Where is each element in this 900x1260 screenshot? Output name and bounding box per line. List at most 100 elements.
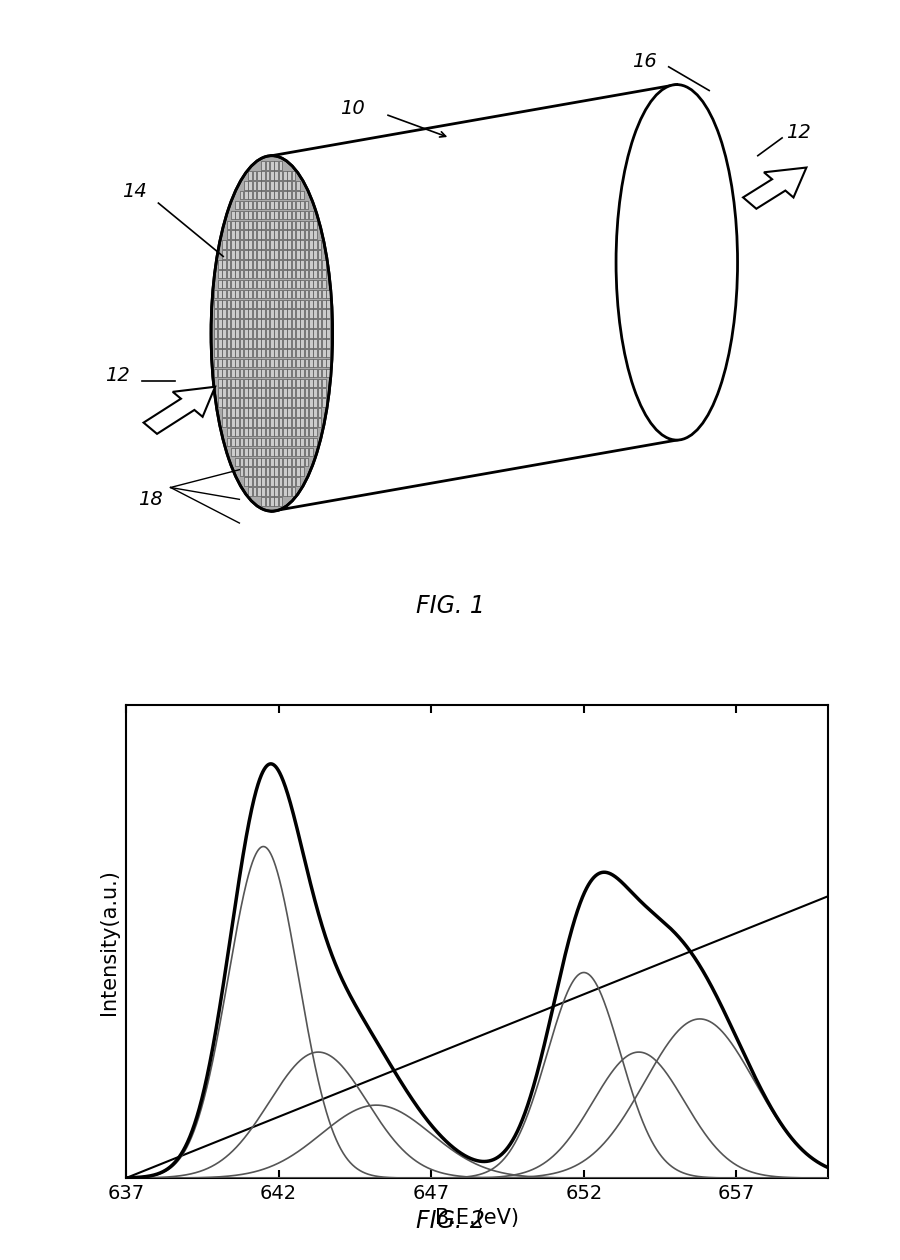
Bar — [270, 192, 274, 200]
Bar — [270, 271, 274, 278]
Bar — [274, 449, 278, 456]
Polygon shape — [743, 168, 806, 209]
Bar — [301, 300, 304, 309]
Bar — [261, 459, 265, 466]
Bar — [301, 192, 304, 200]
Bar — [266, 438, 269, 446]
Bar — [322, 290, 326, 299]
Bar — [309, 359, 312, 368]
Bar — [244, 369, 248, 378]
Bar — [322, 399, 326, 407]
Bar — [227, 349, 230, 358]
Bar — [235, 251, 238, 260]
Bar — [283, 281, 287, 289]
Bar — [270, 330, 274, 338]
Bar — [296, 271, 300, 278]
Bar — [287, 222, 291, 229]
Bar — [261, 261, 265, 268]
Bar — [274, 192, 278, 200]
Bar — [213, 320, 217, 328]
Bar — [318, 310, 321, 319]
Bar — [261, 241, 265, 249]
Bar — [322, 330, 326, 338]
Bar — [244, 340, 248, 348]
Bar — [244, 222, 248, 229]
Bar — [244, 310, 248, 319]
Bar — [218, 369, 221, 378]
Bar — [222, 369, 226, 378]
Bar — [322, 310, 326, 319]
Bar — [256, 488, 261, 496]
Bar — [239, 251, 243, 260]
Bar — [279, 271, 283, 278]
Bar — [287, 171, 291, 180]
Bar — [218, 399, 221, 407]
Bar — [261, 369, 265, 378]
Bar — [256, 241, 261, 249]
Bar — [292, 438, 295, 446]
Bar — [222, 251, 226, 260]
Bar — [266, 192, 269, 200]
Bar — [309, 330, 312, 338]
Bar — [261, 428, 265, 437]
Bar — [248, 310, 252, 319]
Bar — [256, 408, 261, 417]
Bar — [327, 340, 330, 348]
Ellipse shape — [616, 86, 738, 441]
Bar — [283, 241, 287, 249]
Bar — [287, 251, 291, 260]
Bar — [270, 369, 274, 378]
Bar — [322, 261, 326, 268]
Bar — [261, 310, 265, 319]
Bar — [266, 428, 269, 437]
Bar — [274, 281, 278, 289]
Bar — [296, 222, 300, 229]
Bar — [287, 310, 291, 319]
Bar — [253, 369, 256, 378]
Bar — [244, 389, 248, 397]
Bar — [287, 408, 291, 417]
Bar — [213, 349, 217, 358]
Bar — [305, 379, 309, 387]
Bar — [287, 261, 291, 268]
Bar — [235, 359, 238, 368]
Bar — [261, 418, 265, 427]
Bar — [301, 231, 304, 239]
Bar — [313, 320, 317, 328]
Bar — [292, 418, 295, 427]
Bar — [244, 320, 248, 328]
Bar — [222, 340, 226, 348]
Bar — [231, 251, 235, 260]
Bar — [283, 408, 287, 417]
Bar — [213, 330, 217, 338]
Bar — [266, 379, 269, 387]
Bar — [270, 251, 274, 260]
Bar — [244, 181, 248, 190]
Bar — [287, 359, 291, 368]
Bar — [239, 241, 243, 249]
Bar — [301, 349, 304, 358]
Bar — [253, 261, 256, 268]
Bar — [256, 181, 261, 190]
Bar — [274, 310, 278, 319]
Bar — [256, 202, 261, 209]
Bar — [253, 467, 256, 476]
Bar — [239, 359, 243, 368]
Bar — [231, 290, 235, 299]
Bar — [213, 310, 217, 319]
Bar — [213, 300, 217, 309]
Bar — [322, 349, 326, 358]
Bar — [292, 241, 295, 249]
Bar — [296, 251, 300, 260]
Bar — [244, 290, 248, 299]
Bar — [239, 271, 243, 278]
Bar — [266, 171, 269, 180]
Bar — [309, 251, 312, 260]
Bar — [296, 449, 300, 456]
Bar — [227, 222, 230, 229]
Polygon shape — [144, 387, 215, 435]
Bar — [231, 359, 235, 368]
Bar — [227, 231, 230, 239]
Bar — [261, 467, 265, 476]
Bar — [292, 300, 295, 309]
